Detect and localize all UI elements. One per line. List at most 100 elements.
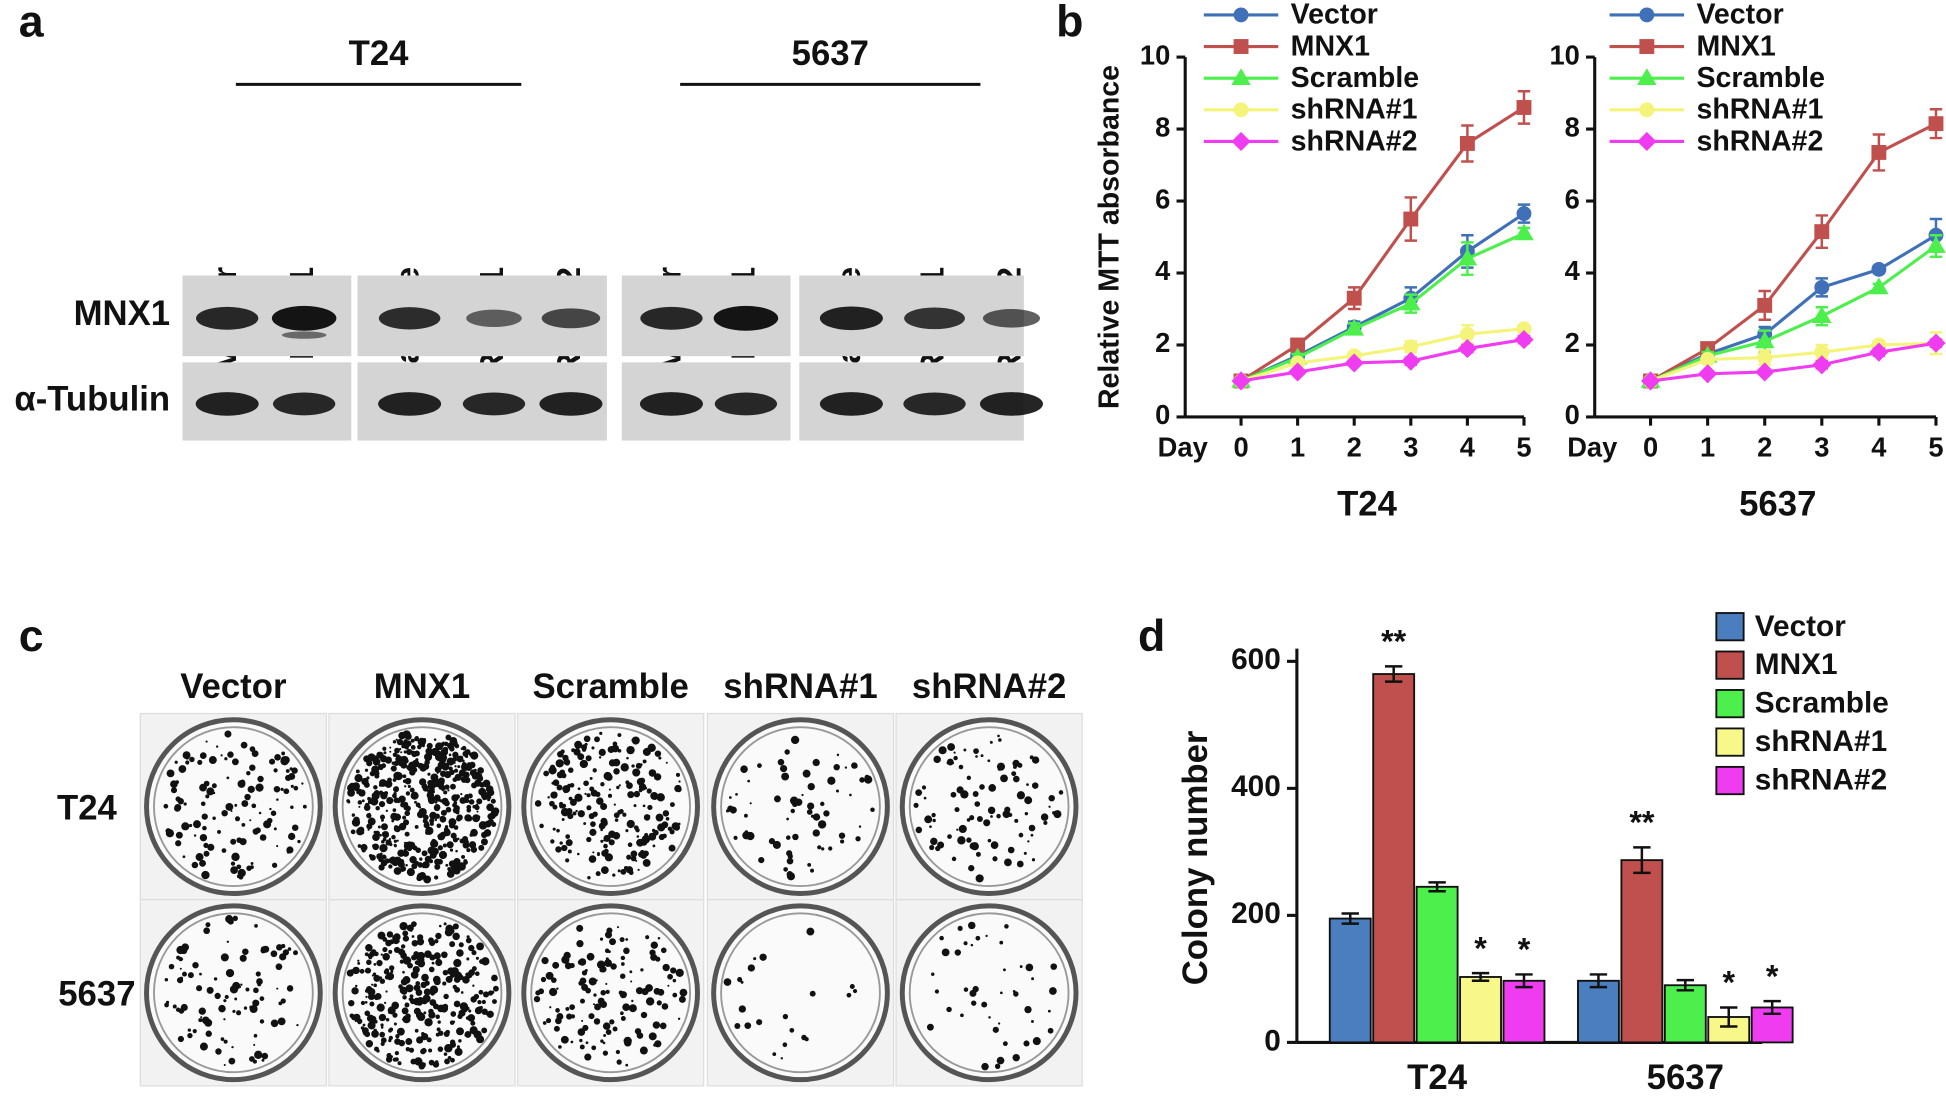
colony xyxy=(390,856,396,863)
colony xyxy=(259,996,265,1001)
legend-swatch xyxy=(1715,650,1745,680)
colony xyxy=(405,863,408,867)
colony xyxy=(610,963,617,970)
colony xyxy=(189,756,195,763)
colony xyxy=(622,812,627,817)
legend-marker xyxy=(1637,131,1657,152)
colony xyxy=(426,742,433,749)
colony xyxy=(468,799,475,805)
colony xyxy=(455,816,462,822)
colony xyxy=(966,775,971,780)
colony xyxy=(424,821,430,826)
colony xyxy=(357,959,360,962)
colony xyxy=(1019,965,1023,969)
colony xyxy=(289,767,293,771)
colony xyxy=(249,865,254,870)
colony xyxy=(1031,977,1035,981)
colony xyxy=(622,1003,630,1012)
colony xyxy=(433,875,439,880)
colony xyxy=(428,797,436,805)
colony xyxy=(201,813,208,820)
colony xyxy=(484,820,492,828)
colony xyxy=(987,806,996,815)
colony xyxy=(996,1056,1005,1065)
colony xyxy=(1000,991,1003,995)
colony xyxy=(393,1022,397,1026)
colony xyxy=(738,1005,746,1013)
colony xyxy=(231,852,240,862)
colony xyxy=(373,963,377,966)
colony xyxy=(360,1000,366,1006)
colony xyxy=(437,761,446,770)
colony xyxy=(655,813,664,822)
colony xyxy=(351,987,359,995)
colony xyxy=(444,1044,453,1053)
colony xyxy=(996,762,1006,771)
colony xyxy=(846,992,852,998)
colony xyxy=(1018,832,1024,838)
colony xyxy=(465,937,472,944)
colony xyxy=(567,767,574,773)
colony xyxy=(378,790,384,795)
colony xyxy=(453,958,462,968)
colony xyxy=(392,793,397,799)
colony xyxy=(569,963,575,969)
colony xyxy=(638,783,647,791)
colony xyxy=(786,817,789,821)
colony xyxy=(734,1023,741,1029)
colony xyxy=(586,836,592,843)
colony xyxy=(934,989,940,994)
colony xyxy=(954,949,962,956)
colony xyxy=(462,836,469,843)
colony xyxy=(972,791,979,797)
colony xyxy=(215,1048,222,1055)
colony xyxy=(859,777,865,783)
colony xyxy=(849,984,855,989)
colony xyxy=(432,790,435,794)
colony xyxy=(374,773,380,779)
plate-rim xyxy=(530,726,691,887)
colony xyxy=(452,802,457,808)
colony xyxy=(203,927,210,935)
colony xyxy=(812,829,820,837)
colony xyxy=(466,935,470,939)
colony xyxy=(652,844,656,848)
legend-label: shRNA#2 xyxy=(1291,125,1418,157)
colony xyxy=(223,1063,226,1067)
colony xyxy=(288,832,296,841)
colony xyxy=(586,952,595,961)
plate xyxy=(711,903,890,1083)
colony xyxy=(437,845,443,851)
colony xyxy=(998,738,1002,742)
colony xyxy=(379,843,388,853)
colony xyxy=(364,1001,368,1004)
y-tick-label: 8 xyxy=(1565,111,1580,142)
colony xyxy=(456,1027,464,1036)
colony xyxy=(806,809,813,815)
colony xyxy=(241,800,249,808)
colony xyxy=(600,966,607,973)
colony xyxy=(423,875,432,884)
colony xyxy=(402,774,407,779)
colony xyxy=(737,977,743,983)
colony xyxy=(407,962,413,969)
plate xyxy=(711,717,890,896)
colony xyxy=(1002,810,1011,819)
colony xyxy=(200,1016,203,1019)
colony xyxy=(415,802,421,808)
column-label: Scramble xyxy=(532,668,688,706)
column-label: shRNA#2 xyxy=(912,668,1066,706)
colony xyxy=(448,759,452,763)
colony xyxy=(932,818,936,823)
x-tick-label: 5 xyxy=(1516,431,1531,462)
colony xyxy=(988,1016,991,1019)
colony xyxy=(270,950,278,958)
colony xyxy=(615,1049,621,1055)
colony xyxy=(583,780,589,787)
colony xyxy=(380,1037,387,1044)
colony xyxy=(461,854,466,859)
colony xyxy=(196,985,203,992)
colony xyxy=(1012,1053,1020,1062)
colony xyxy=(456,949,464,957)
colony xyxy=(187,1028,192,1032)
